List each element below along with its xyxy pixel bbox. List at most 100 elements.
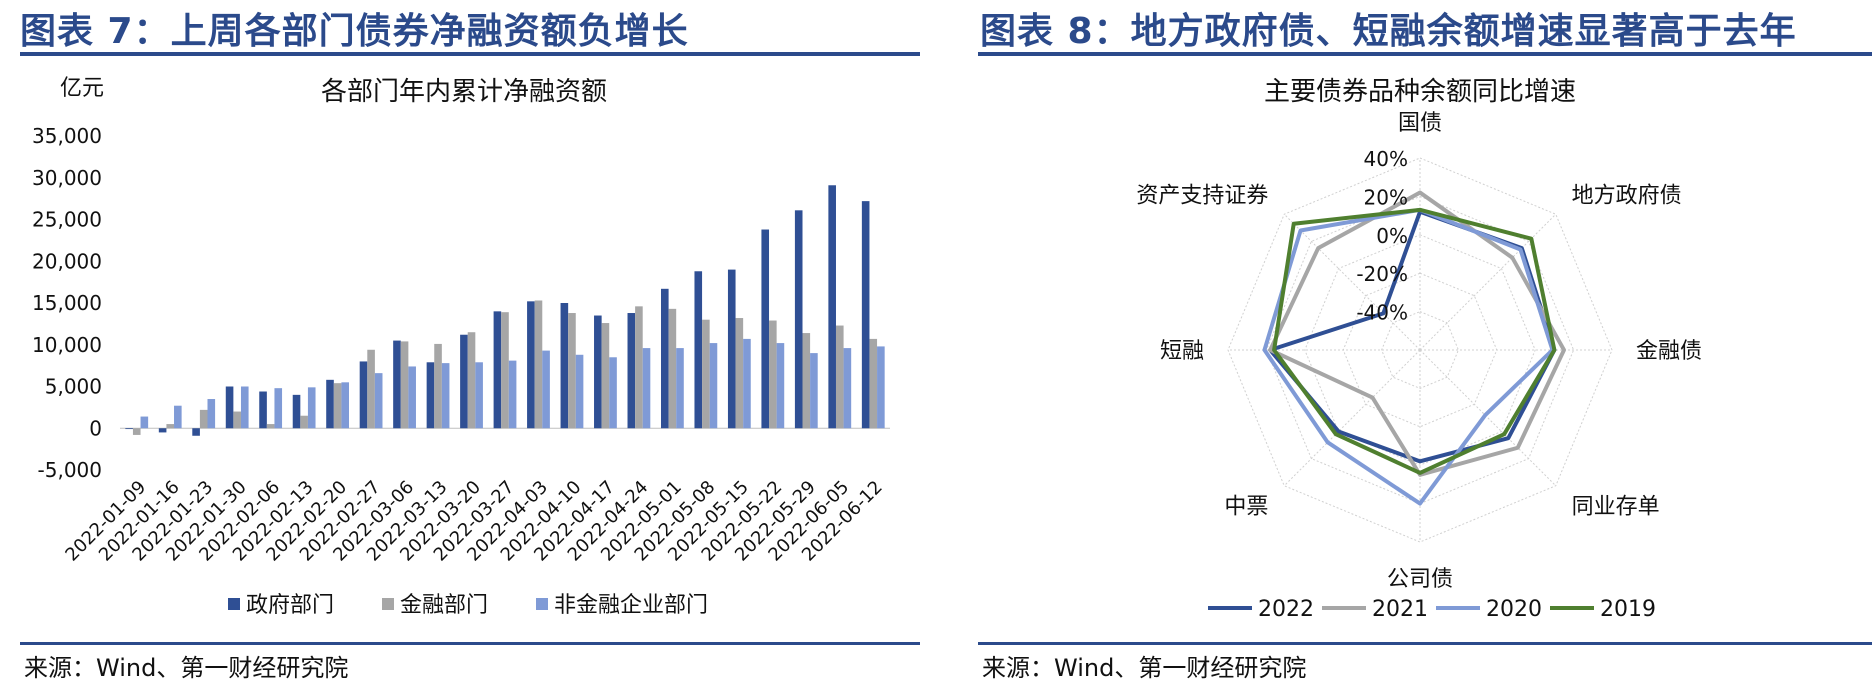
legend-label: 政府部门 xyxy=(246,593,334,618)
bottom-rule xyxy=(978,642,1872,645)
source-note: 来源：Wind、第一财经研究院 xyxy=(24,654,349,682)
bar-非金融企业部门 xyxy=(743,338,751,429)
bar-非金融企业部门 xyxy=(174,405,182,429)
bar-金融部门 xyxy=(434,343,442,429)
bar-政府部门 xyxy=(426,362,435,429)
bar-金融部门 xyxy=(668,308,677,429)
r-tick-label: 40% xyxy=(1364,147,1408,171)
bar-政府部门 xyxy=(560,303,569,429)
bar-非金融企业部门 xyxy=(575,354,584,429)
bar-金融部门 xyxy=(568,313,576,429)
bar-金融部门 xyxy=(400,341,409,429)
bar-金融部门 xyxy=(802,333,811,429)
bar-非金融企业部门 xyxy=(810,353,818,429)
y-tick-label: -5,000 xyxy=(38,458,102,482)
bar-非金融企业部门 xyxy=(408,366,416,429)
bar-政府部门 xyxy=(594,315,602,429)
r-tick-label: 20% xyxy=(1364,185,1408,209)
bar-非金融企业部门 xyxy=(441,363,450,429)
right-panel: 图表 8：地方政府债、短融余额增速显著高于去年 主要债券品种余额同比增速 40%… xyxy=(958,0,1872,682)
bar-金融部门 xyxy=(300,415,308,429)
bar-政府部门 xyxy=(359,361,368,429)
bar-非金融企业部门 xyxy=(374,373,383,429)
bar-chart-title: 各部门年内累计净融资额 xyxy=(321,77,607,107)
bar-政府部门 xyxy=(460,334,468,429)
bar-非金融企业部门 xyxy=(609,357,617,429)
radar-axis-label: 地方政府债 xyxy=(1572,183,1682,208)
radar-spoke xyxy=(1419,349,1557,487)
bar-政府部门 xyxy=(627,313,636,429)
bar-金融部门 xyxy=(467,332,476,429)
y-tick-label: 35,000 xyxy=(32,124,102,148)
y-tick-label: 15,000 xyxy=(32,291,102,315)
bar-政府部门 xyxy=(660,288,669,429)
bar-政府部门 xyxy=(694,271,703,429)
legend-swatch xyxy=(382,598,394,610)
bar-金融部门 xyxy=(367,349,375,429)
radar-axis-label: 资产支持证券 xyxy=(1136,183,1268,208)
left-panel: 图表 7：上周各部门债券净融资额负增长 亿元 各部门年内累计净融资额 -5,00… xyxy=(0,0,920,682)
r-tick-label: -20% xyxy=(1356,262,1408,286)
radar-axis-label: 国债 xyxy=(1398,111,1442,136)
bar-金融部门 xyxy=(132,428,141,435)
bar-非金融企业部门 xyxy=(240,386,249,429)
bar-非金融企业部门 xyxy=(508,360,517,429)
bar-非金融企业部门 xyxy=(709,343,718,429)
bar-金融部门 xyxy=(501,312,509,429)
bar-金融部门 xyxy=(333,383,342,429)
bar-金融部门 xyxy=(199,409,208,429)
bar-政府部门 xyxy=(493,311,502,429)
bar-金融部门 xyxy=(635,306,643,429)
bar-非金融企业部门 xyxy=(475,362,483,429)
bar-非金融企业部门 xyxy=(274,388,283,429)
bar-金融部门 xyxy=(702,319,710,429)
bar-政府部门 xyxy=(125,428,133,430)
radar-axis-label: 金融债 xyxy=(1636,339,1702,364)
legend-label: 2021 xyxy=(1372,597,1428,622)
bar-金融部门 xyxy=(735,318,744,429)
radar-grid-ring xyxy=(1381,311,1459,389)
figure-7-title: 图表 7：上周各部门债券净融资额负增长 xyxy=(20,11,689,52)
bar-非金融企业部门 xyxy=(642,348,651,429)
bar-政府部门 xyxy=(192,428,200,436)
radar-grid-ring xyxy=(1265,195,1575,505)
unit-label: 亿元 xyxy=(60,76,104,101)
bar-政府部门 xyxy=(393,340,401,429)
bar-政府部门 xyxy=(326,379,334,429)
bar-政府部门 xyxy=(527,301,535,429)
radar-axis-label: 中票 xyxy=(1224,495,1268,520)
legend-label: 金融部门 xyxy=(400,593,488,618)
bar-政府部门 xyxy=(292,394,301,429)
bar-金融部门 xyxy=(601,323,610,429)
bar-非金融企业部门 xyxy=(877,346,885,429)
bar-政府部门 xyxy=(727,269,736,429)
legend-label: 非金融企业部门 xyxy=(554,593,708,618)
r-tick-label: 0% xyxy=(1376,224,1408,248)
bar-金融部门 xyxy=(166,424,175,429)
r-tick-label: -40% xyxy=(1356,301,1408,325)
legend-swatch xyxy=(228,598,240,610)
y-tick-label: 5,000 xyxy=(45,375,102,399)
bar-非金融企业部门 xyxy=(140,416,149,429)
bottom-rule xyxy=(20,642,920,645)
bar-政府部门 xyxy=(158,428,167,433)
y-tick-label: 0 xyxy=(89,416,102,440)
radar-axis-label: 同业存单 xyxy=(1572,495,1660,520)
legend-label: 2019 xyxy=(1600,597,1656,622)
radar-chart: 主要债券品种余额同比增速 40% 20% 0% -20% -40% 国债地方政府债金融债同… xyxy=(1136,77,1702,622)
bar-政府部门 xyxy=(225,386,234,429)
bar-金融部门 xyxy=(769,320,777,429)
top-rule xyxy=(20,52,920,56)
bar-金融部门 xyxy=(534,300,543,429)
bar-金融部门 xyxy=(233,411,241,429)
radar-chart-title: 主要债券品种余额同比增速 xyxy=(1264,77,1576,107)
radar-series-2019 xyxy=(1272,207,1557,475)
bar-非金融企业部门 xyxy=(776,343,785,429)
bar-非金融企业部门 xyxy=(843,348,852,429)
legend-label: 2020 xyxy=(1486,597,1542,622)
bar-政府部门 xyxy=(861,201,870,429)
radar-grid-ring xyxy=(1304,234,1536,466)
radar-spoke xyxy=(1419,213,1557,351)
bar-金融部门 xyxy=(266,424,275,429)
figure-8-title: 图表 8：地方政府债、短融余额增速显著高于去年 xyxy=(980,11,1797,52)
